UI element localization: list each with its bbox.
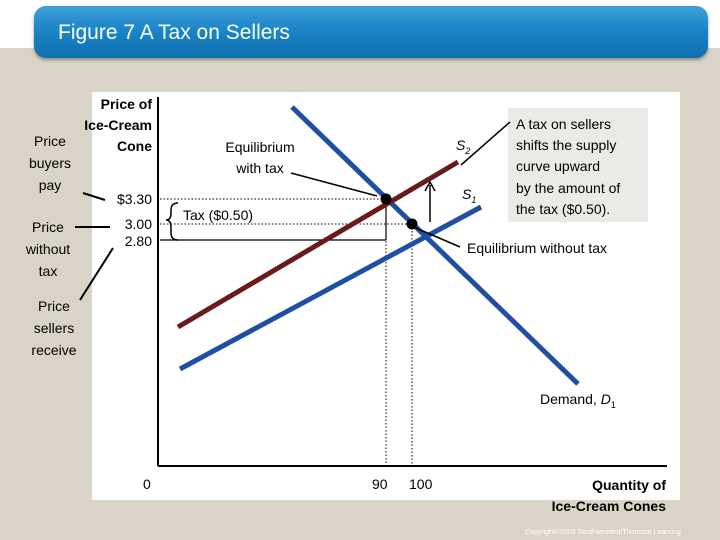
s1-label: S1 (462, 186, 476, 205)
without-line2: without (25, 241, 71, 257)
buyers-line1: Price (34, 133, 66, 149)
s1-subscript: 1 (471, 194, 477, 205)
buyers-line3: pay (38, 177, 62, 193)
leader-sellers (79, 247, 114, 301)
s2-label: S2 (456, 137, 470, 156)
buyers-line2: buyers (28, 155, 72, 171)
tax-brace (165, 202, 179, 241)
y-tick-3-00: 3.00 (124, 216, 152, 232)
note-line4: by the amount of (516, 180, 621, 196)
s2-letter: S (456, 137, 466, 153)
without-line1: Price (32, 219, 64, 235)
supply-curve-s1 (178, 204, 483, 372)
demand-label: Demand, D1 (540, 391, 616, 410)
y-axis-label-line1: Price of (100, 96, 152, 112)
price-sellers-receive-label: Price sellers receive (14, 295, 94, 361)
leader-eq-without-tax (415, 227, 461, 248)
supply-curve-s2 (176, 159, 460, 330)
sellers-line3: receive (31, 342, 77, 358)
price-buyers-pay-label: Price buyers pay (10, 130, 90, 196)
note-line1: A tax on sellers (516, 116, 611, 132)
sellers-line1: Price (38, 298, 70, 314)
x-axis-label: Quantity of Ice-Cream Cones (500, 475, 666, 517)
sellers-line2: sellers (33, 320, 75, 336)
demand-text: Demand, (540, 391, 601, 407)
note-line2: shifts the supply (516, 137, 617, 153)
equilibrium-without-tax-label: Equilibrium without tax (467, 240, 608, 256)
equilibrium-with-tax-point (380, 193, 392, 205)
demand-curve (290, 105, 580, 386)
leader-eq-with-tax (290, 172, 378, 197)
s2-subscript: 2 (465, 145, 471, 156)
x-tick-90: 90 (372, 476, 388, 492)
demand-subscript: 1 (610, 399, 616, 410)
y-axis-label: Price of Ice-Cream Cone (60, 94, 152, 157)
x-axis-label-line2: Ice-Cream Cones (551, 498, 666, 514)
title-bar (34, 6, 708, 58)
note-line5: the tax ($0.50). (516, 201, 611, 217)
y-tick-2-80: 2.80 (124, 233, 152, 249)
note-box (508, 108, 648, 222)
demand-letter: D (600, 391, 611, 407)
s1-letter: S (462, 186, 472, 202)
note-line3: curve upward (516, 158, 601, 174)
shift-arrow-icon (424, 180, 436, 192)
leader-buyers (82, 192, 106, 201)
slide-title: Figure 7 A Tax on Sellers (58, 21, 290, 44)
without-line3: tax (38, 263, 58, 279)
price-without-tax-label: Price without tax (8, 216, 88, 282)
equilibrium-with-tax-label: Equilibrium with tax (212, 137, 308, 179)
eq-with-tax-line2: with tax (236, 160, 284, 176)
copyright: Copyright©2003 Southwestern/Thomson Lear… (525, 529, 681, 536)
tax-label: Tax ($0.50) (183, 207, 254, 223)
eq-with-tax-line1: Equilibrium (225, 139, 295, 155)
y-tick-3-30: $3.30 (116, 191, 152, 207)
y-axis-label-line3: Cone (117, 138, 152, 154)
leader-note (460, 121, 511, 166)
x-axis-label-line1: Quantity of (592, 477, 666, 493)
origin-label: 0 (143, 476, 151, 492)
x-tick-100: 100 (409, 476, 433, 492)
equilibrium-without-tax-point (406, 218, 418, 230)
y-axis-label-line2: Ice-Cream (84, 117, 152, 133)
